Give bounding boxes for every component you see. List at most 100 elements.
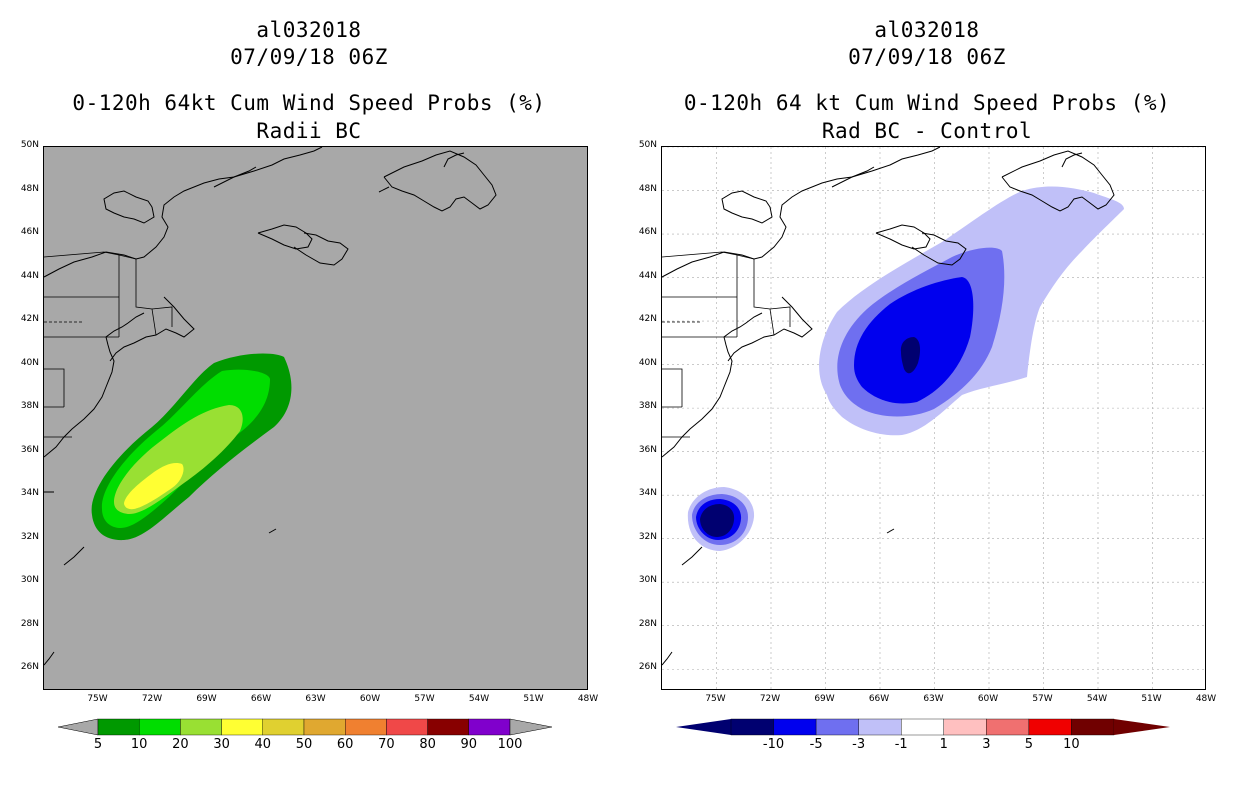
colorbar-label: -5 — [809, 737, 823, 752]
lon-label: 60W — [977, 694, 999, 704]
lon-label: 72W — [141, 694, 163, 704]
lat-label: 48N — [638, 183, 657, 194]
lat-label: 26N — [20, 662, 39, 673]
colorbar-label: 5 — [93, 737, 103, 752]
contour-30 — [124, 462, 184, 510]
right-storm-id: al032018 — [874, 18, 980, 42]
colorbar-right-arrow — [1114, 719, 1170, 735]
coastlines — [44, 147, 497, 666]
right-product-title: 0-120h 64 kt Cum Wind Speed Probs (%) — [683, 91, 1171, 115]
colorbar-label: 10 — [1063, 737, 1080, 752]
lon-label: 66W — [250, 694, 272, 704]
left-product-title: 0-120h 64kt Cum Wind Speed Probs (%) — [72, 91, 546, 115]
lat-label: 28N — [20, 618, 39, 629]
colorbar-label: 3 — [982, 737, 991, 752]
lon-label: 51W — [523, 694, 544, 704]
lat-label: 32N — [638, 531, 657, 542]
colorbar-label: 20 — [172, 737, 189, 752]
state-borders — [44, 251, 173, 438]
left-map — [43, 146, 588, 690]
lat-label: 34N — [638, 488, 657, 499]
colorbar-left-arrow — [676, 719, 731, 735]
lon-label: 51W — [1141, 694, 1162, 704]
lon-label: 48W — [577, 694, 599, 704]
right-map — [661, 146, 1206, 690]
right-colorbar — [676, 718, 1170, 736]
lat-label: 42N — [638, 314, 657, 325]
colorbar-box — [303, 718, 346, 736]
lat-label: 26N — [638, 662, 657, 673]
lat-label: 38N — [638, 401, 657, 412]
colorbar-box — [427, 718, 470, 736]
colorbar-label: 30 — [213, 737, 230, 752]
colorbar-label: 80 — [419, 737, 436, 752]
colorbar-box — [345, 718, 387, 736]
lat-label: 44N — [638, 270, 657, 281]
lat-label: 34N — [20, 488, 39, 499]
colorbar-label: 5 — [1024, 737, 1034, 752]
left-storm-id: al032018 — [256, 18, 362, 42]
lon-label: 75W — [87, 694, 108, 704]
colorbar-box — [858, 718, 902, 736]
colorbar-box — [773, 718, 817, 736]
colorbar-box — [468, 718, 511, 736]
colorbar-label: 70 — [378, 737, 395, 752]
lon-label: 63W — [305, 694, 326, 704]
colorbar-box — [386, 718, 428, 736]
diff-contours — [687, 186, 1124, 551]
lon-label: 54W — [1086, 694, 1108, 704]
colorbar-box — [1028, 718, 1072, 736]
colorbar-label: 40 — [254, 737, 272, 752]
colorbar-label: -3 — [852, 737, 866, 752]
colorbar-box — [730, 718, 774, 736]
left-panel: al032018 07/09/18 06Z 0-120h 64kt Cum Wi… — [20, 18, 599, 752]
colorbar-label: 90 — [460, 737, 478, 752]
colorbar-left-arrow — [57, 718, 99, 736]
lat-label: 32N — [20, 531, 39, 542]
coastlines — [662, 147, 1115, 666]
left-subtitle: Radii BC — [256, 119, 362, 143]
lat-label: 40N — [638, 357, 657, 368]
prob-contours — [91, 353, 292, 541]
colorbar-right-arrow — [509, 718, 553, 736]
lon-label: 63W — [923, 694, 944, 704]
colorbar-box — [138, 718, 181, 736]
lon-label: 48W — [1195, 694, 1217, 704]
colorbar-label: -10 — [762, 737, 785, 752]
lon-label: 66W — [868, 694, 890, 704]
contour-minus10-north — [900, 337, 921, 374]
colorbar-box — [986, 718, 1030, 736]
lon-label: 54W — [468, 694, 490, 704]
right-panel: al032018 07/09/18 06Z 0-120h 64 kt Cum W… — [618, 0, 1236, 800]
colorbar-box — [180, 718, 222, 736]
colorbar-box — [815, 718, 859, 736]
right-colorbar-boxes — [730, 718, 1115, 736]
lat-label: 50N — [20, 140, 39, 150]
lon-label: 57W — [414, 694, 435, 704]
lat-label: 44N — [20, 270, 39, 281]
lon-label: 57W — [1032, 694, 1053, 704]
right-datetime: 07/09/18 06Z — [848, 45, 1006, 69]
lat-label: 46N — [638, 227, 657, 238]
left-datetime: 07/09/18 06Z — [230, 45, 388, 69]
colorbar-label: 100 — [497, 737, 523, 752]
left-map-svg — [44, 147, 497, 666]
lat-label: 30N — [20, 575, 39, 586]
lon-label: 72W — [759, 694, 781, 704]
contour-minus10-south — [700, 504, 735, 537]
lat-label: 48N — [20, 183, 39, 194]
right-subtitle: Rad BC - Control — [821, 119, 1033, 143]
colorbar-box — [1071, 718, 1115, 736]
colorbar-box — [221, 718, 264, 736]
lat-label: 36N — [20, 444, 39, 455]
colorbar-label: 60 — [336, 737, 354, 752]
grid-lines — [662, 147, 1205, 689]
left-colorbar — [57, 718, 553, 736]
lat-label: 28N — [638, 618, 657, 629]
colorbar-label: 1 — [939, 737, 948, 752]
lat-label: 30N — [638, 575, 657, 586]
lat-label: 36N — [638, 444, 657, 455]
left-colorbar-boxes — [97, 718, 511, 736]
colorbar-box — [901, 718, 944, 736]
lon-label: 69W — [196, 694, 217, 704]
